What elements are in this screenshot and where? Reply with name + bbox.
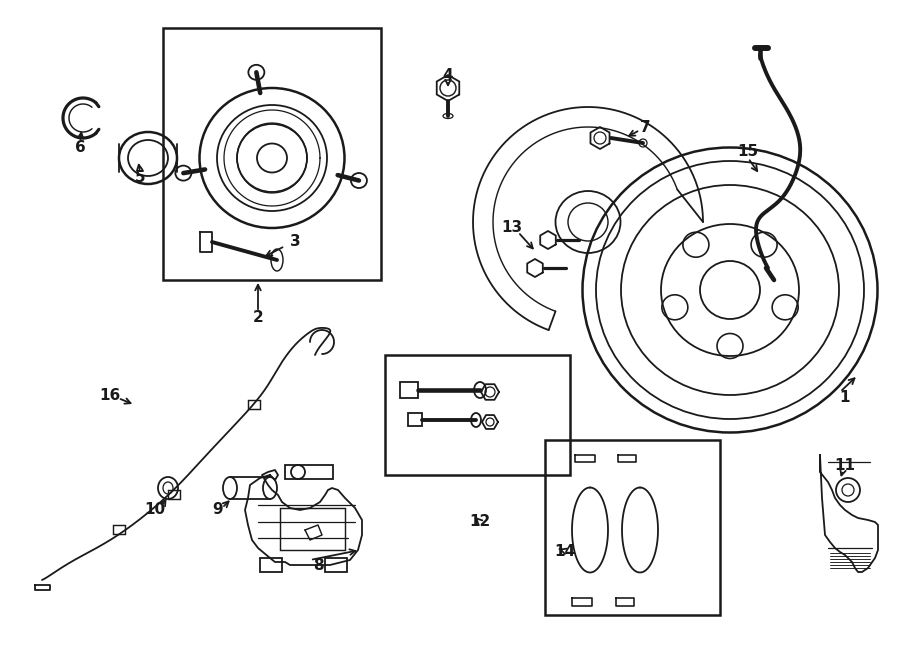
Bar	[163, 28, 381, 280]
Bar	[260, 558, 282, 572]
Text: 3: 3	[290, 235, 301, 249]
Text: 9: 9	[212, 502, 223, 518]
Text: 8: 8	[312, 557, 323, 572]
Text: 1: 1	[840, 391, 850, 405]
Bar	[168, 490, 180, 499]
Bar	[408, 413, 422, 426]
Bar	[248, 400, 260, 409]
Bar	[113, 525, 125, 534]
Bar	[400, 382, 418, 398]
Text: 7: 7	[640, 120, 651, 136]
Text: 11: 11	[834, 457, 856, 473]
Text: 10: 10	[144, 502, 166, 518]
Bar	[280, 508, 345, 550]
Text: 14: 14	[554, 545, 576, 559]
Text: 5: 5	[135, 171, 145, 186]
Text: 16: 16	[99, 387, 121, 403]
Text: 12: 12	[470, 514, 490, 529]
Text: 15: 15	[737, 145, 759, 159]
Bar	[285, 465, 333, 479]
Bar	[385, 355, 570, 475]
Text: 6: 6	[75, 141, 86, 155]
Bar	[545, 440, 720, 615]
Text: 13: 13	[501, 221, 523, 235]
Text: 4: 4	[443, 67, 454, 83]
Text: 2: 2	[253, 311, 264, 325]
Bar	[325, 558, 347, 572]
